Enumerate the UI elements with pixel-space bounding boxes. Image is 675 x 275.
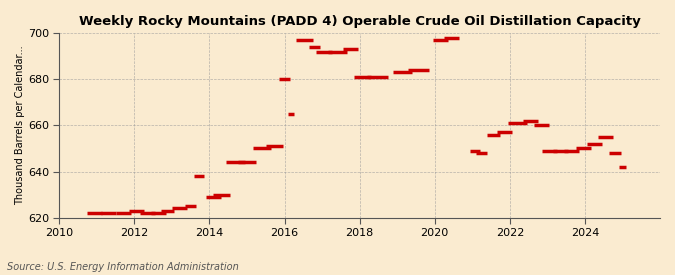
Y-axis label: Thousand Barrels per Calendar...: Thousand Barrels per Calendar... bbox=[15, 46, 25, 205]
Title: Weekly Rocky Mountains (PADD 4) Operable Crude Oil Distillation Capacity: Weekly Rocky Mountains (PADD 4) Operable… bbox=[79, 15, 641, 28]
Text: Source: U.S. Energy Information Administration: Source: U.S. Energy Information Administ… bbox=[7, 262, 238, 272]
